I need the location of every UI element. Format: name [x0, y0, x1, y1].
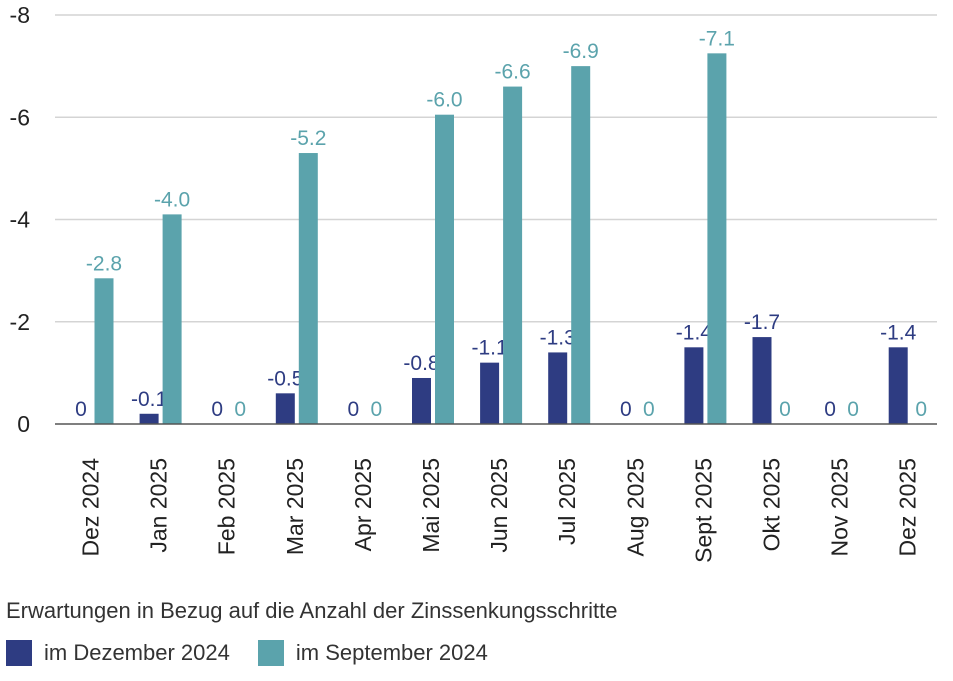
data-label: -2.8: [86, 252, 122, 275]
x-tick-label: Jan 2025: [146, 458, 172, 553]
data-label: -0.1: [131, 388, 167, 411]
y-tick-label: -2: [10, 309, 30, 335]
bar-september: [435, 114, 454, 424]
data-label: -7.1: [699, 27, 735, 50]
data-label: 0: [824, 398, 836, 421]
data-label: 0: [348, 398, 360, 421]
bar-september: [298, 153, 318, 424]
bar-dezember: [548, 352, 568, 424]
x-tick-label: Jul 2025: [554, 458, 580, 545]
y-tick-label: -4: [10, 207, 31, 233]
data-label: 0: [779, 398, 791, 421]
data-label: -1.3: [540, 326, 576, 349]
legend-item-dezember: im Dezember 2024: [6, 640, 230, 666]
data-label: -1.1: [472, 337, 508, 360]
x-tick-label: Jun 2025: [486, 458, 512, 553]
y-tick-label: -6: [10, 104, 30, 130]
data-label: -1.4: [676, 321, 713, 344]
bar-chart: -8-6-4-200 -0.1 0-0.50-0.8-1.1 -1.30-1.4 -1.…: [10, 2, 937, 563]
x-tick-label: Mai 2025: [418, 458, 444, 553]
data-label: -1.4: [880, 321, 917, 344]
x-tick-label: Nov 2025: [827, 458, 853, 556]
bar-september: [503, 86, 523, 424]
y-tick-label: 0: [17, 411, 30, 437]
data-label: 0: [234, 398, 246, 421]
y-tick-label: -8: [10, 2, 30, 28]
x-tick-label: Okt 2025: [759, 458, 785, 551]
bar-dezember: [684, 347, 704, 424]
bar-september: [571, 66, 591, 424]
x-tick-label: Dez 2024: [78, 458, 104, 557]
legend-label-dezember: im Dezember 2024: [44, 640, 230, 665]
legend-item-september: im September 2024: [257, 640, 488, 666]
bar-dezember: [480, 362, 500, 424]
data-label: 0: [620, 398, 632, 421]
x-tick-label: Aug 2025: [622, 458, 648, 556]
bar-dezember: [412, 377, 431, 424]
data-label: 0: [211, 398, 223, 421]
bar-dezember: [888, 347, 908, 424]
x-tick-label: Apr 2025: [350, 458, 376, 551]
data-label: -6.6: [495, 61, 531, 84]
legend-swatch-dezember: [6, 640, 32, 666]
data-label: -6.9: [563, 40, 599, 63]
bar-september: [162, 214, 182, 424]
bar-september: [94, 278, 114, 424]
data-label: 0: [915, 398, 927, 421]
legend-title: Erwartungen in Bezug auf die Anzahl der …: [6, 598, 618, 623]
bar-september: [707, 53, 727, 424]
bar-dezember: [139, 413, 159, 424]
data-label: -0.8: [403, 352, 439, 375]
legend-label-september: im September 2024: [295, 640, 488, 665]
data-label: 0: [643, 398, 655, 421]
bar-dezember: [275, 393, 295, 424]
data-label: -1.7: [744, 311, 780, 334]
bar-dezember: [752, 337, 772, 424]
data-label: -4.0: [154, 188, 190, 211]
legend-swatch-september: [257, 640, 284, 666]
legend: im Dezember 2024 im September 2024: [6, 640, 516, 666]
x-tick-label: Feb 2025: [214, 458, 240, 555]
data-label: -5.2: [290, 127, 326, 150]
data-label: 0: [75, 398, 87, 421]
x-tick-label: Dez 2025: [895, 458, 921, 556]
x-tick-label: Sept 2025: [690, 458, 716, 563]
data-label: 0: [847, 398, 859, 421]
data-label: -0.5: [267, 367, 303, 390]
data-label: 0: [371, 398, 383, 421]
x-tick-label: Mar 2025: [282, 458, 308, 555]
data-label: -6.0: [426, 89, 462, 112]
